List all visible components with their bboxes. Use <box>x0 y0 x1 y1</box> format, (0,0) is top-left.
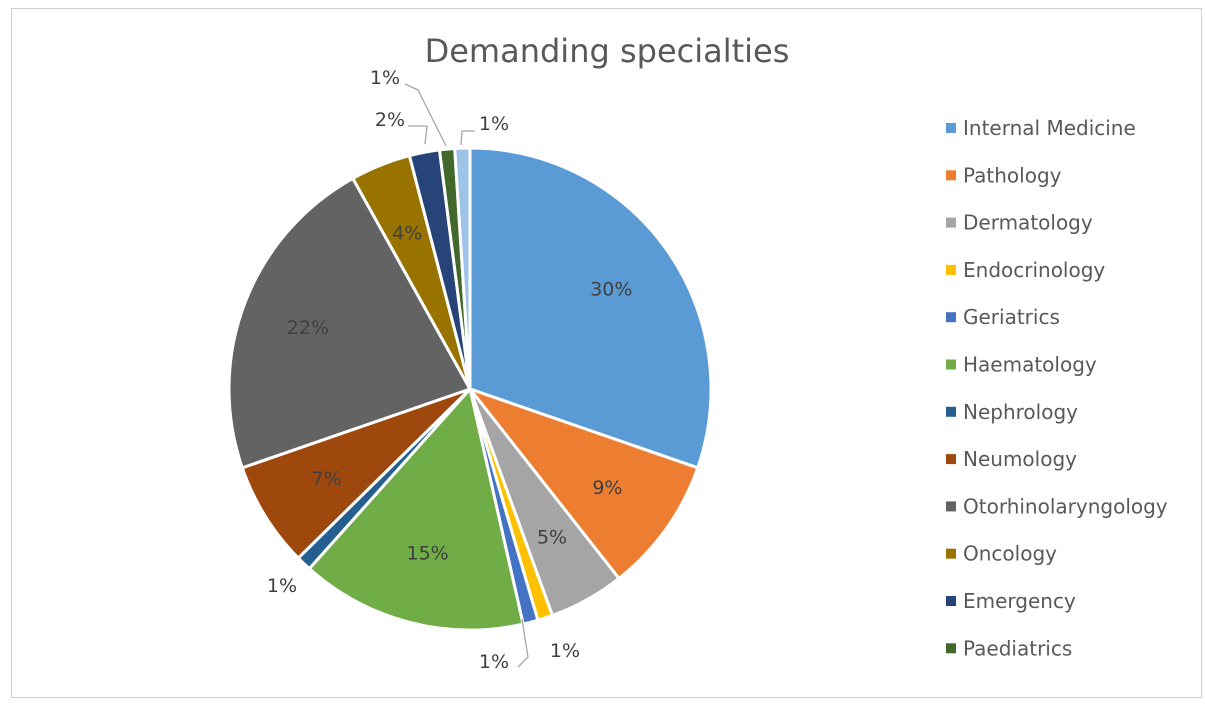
pie-slice-pathology <box>468 387 700 580</box>
legend-swatch <box>946 170 956 181</box>
legend-swatch <box>946 548 956 559</box>
leader-lines <box>404 83 529 668</box>
legend-swatch <box>946 501 956 512</box>
legend-label: Dermatology <box>963 211 1093 235</box>
leader-line <box>517 618 529 668</box>
legend-item: Dermatology <box>946 211 1093 235</box>
legend-swatch <box>946 454 956 465</box>
data-label: 5% <box>537 526 567 548</box>
pie-slice-haematology <box>307 387 525 632</box>
legend-item: Geriatrics <box>946 305 1060 329</box>
leader-line <box>404 83 447 147</box>
legend-swatch <box>946 217 956 228</box>
legend-swatch <box>946 643 956 654</box>
data-label: 2% <box>375 109 405 131</box>
data-label: 1% <box>267 575 297 597</box>
legend-item: Oncology <box>946 542 1057 566</box>
legend-swatch <box>946 123 956 133</box>
data-labels: 30% 9% 5% 1% 1% 15% 1% 7% 22% 4% 2% 1% 1% <box>267 67 633 673</box>
legend-label: Emergency <box>963 589 1076 613</box>
legend-swatch <box>946 312 956 323</box>
legend-swatch <box>946 264 956 275</box>
legend-label: Pathology <box>963 163 1062 187</box>
legend-item: Emergency <box>946 589 1076 613</box>
pie-slices <box>227 146 713 632</box>
pie-slice-internal-medicine-2 <box>453 146 472 391</box>
pie-slice-neumology <box>240 387 472 560</box>
legend-item: Endocrinology <box>946 258 1105 282</box>
legend-swatch <box>946 359 956 370</box>
legend-label: Neumology <box>963 447 1077 471</box>
data-label: 1% <box>479 651 509 673</box>
legend-label: Internal Medicine <box>963 116 1136 140</box>
legend-item: Otorhinolaryngology <box>946 494 1168 518</box>
legend-item: Paediatrics <box>946 636 1072 660</box>
legend: Internal Medicine Pathology Dermatology End… <box>946 116 1168 660</box>
data-label: 1% <box>550 640 580 662</box>
legend-swatch <box>946 406 956 417</box>
data-label: 7% <box>312 468 342 490</box>
legend-item: Haematology <box>946 353 1097 377</box>
leader-line <box>408 125 428 145</box>
pie-slice-internal-medicine <box>468 146 713 470</box>
pie-slice-otorhinolaryngology <box>227 176 472 470</box>
legend-label: Haematology <box>963 353 1097 377</box>
legend-label: Oncology <box>963 542 1057 566</box>
legend-item: Nephrology <box>946 400 1078 424</box>
legend-label: Geriatrics <box>963 305 1060 329</box>
legend-label: Endocrinology <box>963 258 1105 282</box>
leader-line <box>460 130 475 146</box>
data-label: 1% <box>370 67 400 89</box>
chart-title: Demanding specialties <box>425 32 790 70</box>
legend-label: Paediatrics <box>963 636 1072 660</box>
legend-label: Nephrology <box>963 400 1078 424</box>
data-label: 30% <box>590 278 632 300</box>
legend-label: Otorhinolaryngology <box>963 494 1168 518</box>
legend-item: Pathology <box>946 163 1062 187</box>
data-label: 4% <box>392 222 422 244</box>
legend-item: Neumology <box>946 447 1077 471</box>
data-label: 15% <box>407 542 449 564</box>
legend-item: Internal Medicine <box>946 116 1136 140</box>
data-label: 9% <box>592 477 622 499</box>
data-label: 1% <box>479 113 509 135</box>
legend-swatch <box>946 596 956 606</box>
data-label: 22% <box>287 317 329 339</box>
